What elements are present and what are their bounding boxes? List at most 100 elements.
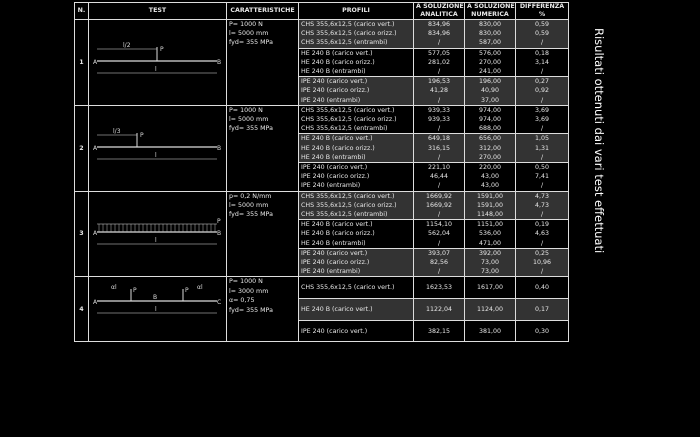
- analytical-value: 316,15: [413, 143, 465, 153]
- analytical-value: 281,02: [413, 57, 465, 68]
- analytical-value: 382,15: [413, 319, 465, 342]
- span-label: αl: [197, 284, 203, 291]
- numerical-value: 241,00: [464, 67, 516, 77]
- numerical-value: 1148,00: [464, 210, 516, 220]
- beam-diagram: A Bl l/3 P: [93, 128, 221, 159]
- numerical-value: 392,00: [464, 247, 516, 259]
- table-row: IPE 240 (carico orizz.) 41,28 40,90 0,92: [75, 86, 569, 96]
- analytical-value: 577,05: [413, 47, 465, 58]
- analytical-value: 46,44: [413, 172, 465, 182]
- support-right-label: B: [217, 145, 221, 152]
- numerical-value: 73,00: [464, 267, 516, 277]
- span-label: αl: [111, 284, 117, 291]
- length-label: l: [155, 306, 157, 313]
- profile: IPE 240 (entrambi): [298, 181, 414, 192]
- load-label: P: [185, 287, 189, 294]
- profile: IPE 240 (carico vert.): [298, 247, 414, 259]
- table-row: HE 240 B (carico orizz.) 281,02 270,00 3,14: [75, 57, 569, 68]
- profile: CHS 355,6x12,5 (carico orizz.): [298, 200, 414, 211]
- support-right-label: C: [217, 299, 221, 306]
- header-numerica: À SOLUZIONE NUMERICA: [464, 2, 516, 20]
- analytical-value: /: [413, 38, 465, 49]
- table-row: HE 240 B (entrambi)/270,00/: [75, 152, 569, 163]
- header-numerica-2: NUMERICA: [471, 11, 509, 18]
- support-left-label: A: [93, 299, 98, 306]
- characteristic: P= 1000 N: [229, 106, 263, 114]
- profile: HE 240 B (entrambi): [298, 67, 414, 77]
- profile: CHS 355,6x12,5 (carico orizz.): [298, 115, 414, 125]
- table-row: CHS 355,6x12,5 (carico orizz.) 939,33 974,…: [75, 115, 569, 125]
- load-label: P: [217, 218, 221, 225]
- difference-value: /: [515, 67, 569, 77]
- beam-diagram: A Bl l/2 P: [93, 42, 221, 74]
- numerical-value: 1591,00: [464, 190, 516, 201]
- difference-value: 0,92: [515, 86, 569, 96]
- difference-value: 7,41: [515, 172, 569, 182]
- profile: IPE 240 (entrambi): [298, 95, 414, 106]
- header-caratteristiche: CARATTERISTICHE: [226, 2, 299, 20]
- numerical-value: 1617,00: [464, 276, 516, 299]
- table-row: HE 240 B (carico vert.) 577,05 576,00 0,18: [75, 47, 569, 58]
- difference-value: 0,30: [515, 319, 569, 342]
- table-row: HE 240 B (carico vert.) 1154,10 1151,00 0,1…: [75, 219, 569, 230]
- characteristic: l= 3000 mm: [229, 287, 269, 295]
- analytical-value: 82,56: [413, 258, 465, 268]
- table-row: IPE 240 (carico vert.) 196,53 196,00 0,27: [75, 76, 569, 87]
- header-differenza: DIFFERENZA%: [515, 2, 569, 20]
- profile: HE 240 B (carico orizz.): [298, 143, 414, 153]
- difference-value: 4,63: [515, 229, 569, 239]
- numerical-value: 656,00: [464, 133, 516, 144]
- difference-value: 0,18: [515, 47, 569, 58]
- analytical-value: /: [413, 210, 465, 220]
- length-label: l: [155, 66, 157, 73]
- profile: IPE 240 (carico vert.): [298, 76, 414, 87]
- table-row: IPE 240 (carico vert.) 221,10 220,00 0,50: [75, 162, 569, 173]
- test-number: 3: [74, 190, 89, 278]
- profile: HE 240 B (carico vert.): [298, 47, 414, 58]
- table-row: HE 240 B (entrambi)/241,00/: [75, 67, 569, 77]
- profile: HE 240 B (carico orizz.): [298, 57, 414, 68]
- header-test: TEST: [88, 2, 227, 20]
- profile: CHS 355,6x12,5 (entrambi): [298, 38, 414, 49]
- profile: CHS 355,6x12,5 (carico vert.): [298, 190, 414, 201]
- analytical-value: 393,07: [413, 247, 465, 259]
- numerical-value: 270,00: [464, 57, 516, 68]
- load-label: P: [160, 46, 164, 53]
- profile: IPE 240 (carico vert.): [298, 319, 414, 342]
- numerical-value: 381,00: [464, 319, 516, 342]
- difference-value: /: [515, 124, 569, 134]
- difference-value: 3,69: [515, 115, 569, 125]
- header-analitica-2: ANALITICA: [420, 11, 458, 18]
- analytical-value: 834,96: [413, 19, 465, 30]
- analytical-value: 834,96: [413, 29, 465, 39]
- analytical-value: 649,18: [413, 133, 465, 144]
- table-row: IPE 240 (entrambi)/43,00/: [75, 181, 569, 192]
- span-label: l/2: [123, 42, 131, 49]
- numerical-value: 1124,00: [464, 298, 516, 321]
- span-label: l/3: [113, 128, 121, 135]
- table-row: HE 240 B (carico orizz.) 562,04 536,00 4,63: [75, 229, 569, 239]
- difference-value: 0,17: [515, 298, 569, 321]
- numerical-value: 974,00: [464, 104, 516, 116]
- characteristics-cell: p= 0,2 N/mm l= 5000 mm fyd= 355 MPa: [226, 190, 299, 278]
- header-differenza-2: %: [538, 11, 546, 18]
- profile: IPE 240 (carico orizz.): [298, 172, 414, 182]
- table-row: CHS 355,6x12,5 (carico orizz.) 1669,92 159…: [75, 200, 569, 211]
- numerical-value: 688,00: [464, 124, 516, 134]
- load-label: P: [133, 287, 137, 294]
- difference-value: 0,19: [515, 219, 569, 230]
- analytical-value: 221,10: [413, 162, 465, 173]
- numerical-value: 37,00: [464, 95, 516, 106]
- header-n: N.: [74, 2, 89, 20]
- difference-value: 0,27: [515, 76, 569, 87]
- analytical-value: 939,33: [413, 104, 465, 116]
- difference-value: /: [515, 181, 569, 192]
- numerical-value: 1591,00: [464, 200, 516, 211]
- difference-value: 3,14: [515, 57, 569, 68]
- characteristic: fyd= 355 MPa: [229, 306, 273, 314]
